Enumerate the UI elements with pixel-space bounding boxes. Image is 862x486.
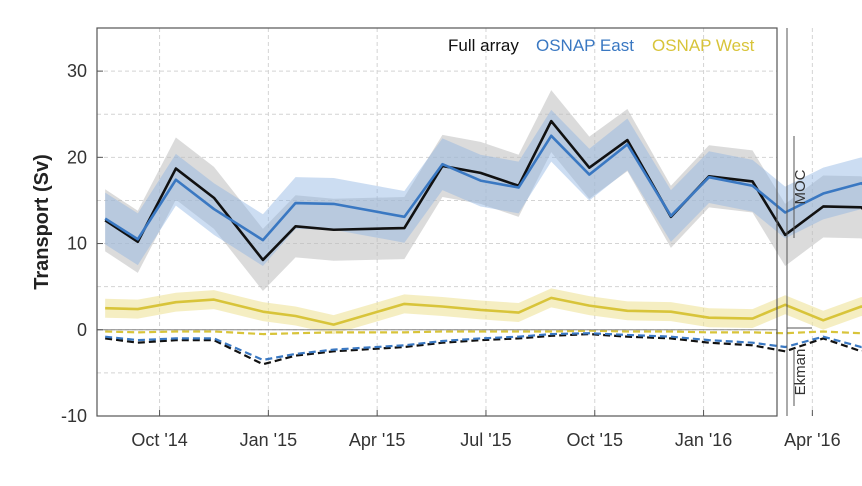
legend-full-array: Full array xyxy=(448,36,519,55)
y-tick-label: 10 xyxy=(67,234,87,254)
plot-frame xyxy=(96,27,778,417)
x-tick-label: Jan '16 xyxy=(675,430,732,450)
legend-osnap-east: OSNAP East xyxy=(536,36,634,55)
x-tick-label: Oct '15 xyxy=(567,430,623,450)
component-bracket: MOC Ekman xyxy=(786,28,812,416)
legend: Full array OSNAP East OSNAP West xyxy=(448,36,755,55)
y-axis: -10 0 10 20 30 xyxy=(61,61,103,426)
series-osnap-east-ekman xyxy=(105,332,862,362)
x-tick-label: Apr '16 xyxy=(784,430,840,450)
x-tick-label: Jul '15 xyxy=(460,430,511,450)
y-tick-label: 20 xyxy=(67,147,87,167)
band-full-array xyxy=(105,90,862,291)
series-osnap-west xyxy=(105,296,862,326)
series-osnap-east xyxy=(104,134,862,242)
y-tick-label: -10 xyxy=(61,406,87,426)
x-tick-label: Jan '15 xyxy=(240,430,297,450)
legend-osnap-west: OSNAP West xyxy=(652,36,755,55)
series-full-array-ekman xyxy=(105,332,862,366)
x-axis: Oct '14 Jan '15 Apr '15 Jul '15 Oct '15 Jan '… xyxy=(131,410,841,450)
x-tick-label: Apr '15 xyxy=(349,430,405,450)
series-osnap-west-ekman xyxy=(105,329,862,336)
ekman-label: Ekman xyxy=(792,349,809,396)
y-axis-label: Transport (Sv) xyxy=(31,154,53,290)
y-tick-label: 30 xyxy=(67,61,87,81)
series-full-array xyxy=(104,119,862,262)
series-lines xyxy=(104,119,862,366)
moc-label: MOC xyxy=(792,169,809,204)
y-tick-label: 0 xyxy=(77,320,87,340)
x-tick-label: Oct '14 xyxy=(131,430,187,450)
